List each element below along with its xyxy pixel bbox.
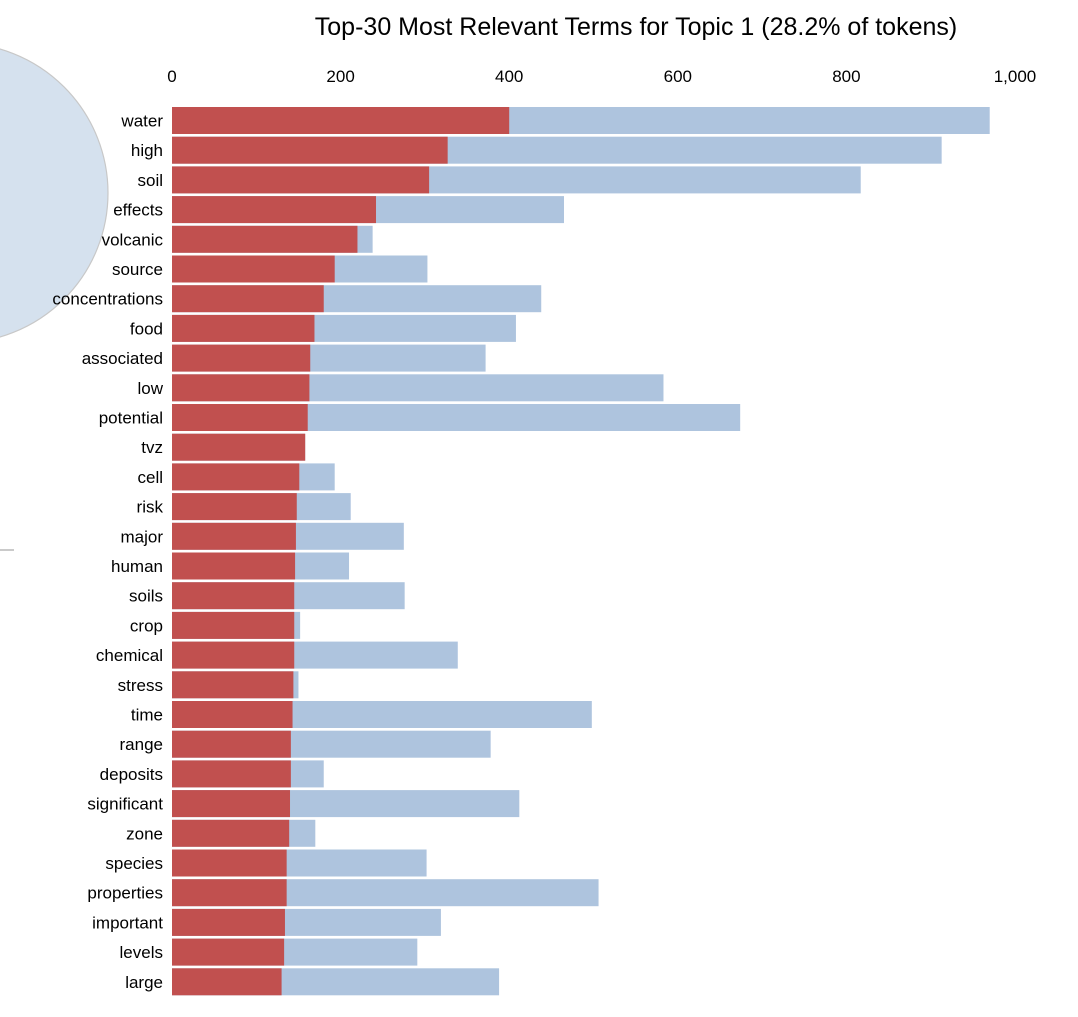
term-label[interactable]: source: [112, 260, 163, 279]
topic-term-bars: [172, 107, 510, 996]
x-tick-label: 0: [167, 67, 176, 86]
topic-bar[interactable]: [172, 701, 293, 728]
topic-bar[interactable]: [172, 879, 287, 907]
topic-bar[interactable]: [172, 760, 291, 788]
topic-bar[interactable]: [172, 433, 306, 461]
x-tick-label: 400: [495, 67, 523, 86]
topic-bar[interactable]: [172, 225, 358, 253]
topic-bar[interactable]: [172, 136, 448, 164]
topic-bar[interactable]: [172, 374, 310, 402]
term-label[interactable]: stress: [118, 676, 163, 695]
term-label[interactable]: water: [120, 112, 163, 131]
topic-bar[interactable]: [172, 849, 287, 877]
topic-bar[interactable]: [172, 493, 297, 521]
term-label[interactable]: cell: [137, 468, 163, 487]
term-label[interactable]: high: [131, 141, 163, 160]
x-axis-ticks: 0 200 400 600 800 1,000: [167, 67, 1036, 86]
topic-bar[interactable]: [172, 344, 311, 372]
term-label[interactable]: concentrations: [52, 290, 163, 309]
topic-bar[interactable]: [172, 196, 377, 224]
term-label[interactable]: zone: [126, 824, 163, 843]
topic-bar[interactable]: [172, 285, 324, 313]
topic-bar[interactable]: [172, 255, 335, 283]
term-label[interactable]: effects: [113, 201, 163, 220]
term-label[interactable]: properties: [87, 884, 163, 903]
topic-circle[interactable]: [0, 43, 109, 343]
term-label[interactable]: significant: [87, 795, 163, 814]
term-label[interactable]: potential: [99, 409, 163, 428]
term-label[interactable]: important: [92, 913, 163, 932]
term-label[interactable]: soil: [137, 171, 163, 190]
x-tick-label: 200: [326, 67, 354, 86]
term-label[interactable]: risk: [137, 498, 164, 517]
term-label[interactable]: crop: [130, 616, 163, 635]
term-label[interactable]: tvz: [141, 438, 163, 457]
topic-bar[interactable]: [172, 671, 294, 699]
term-label[interactable]: species: [105, 854, 163, 873]
term-label[interactable]: human: [111, 557, 163, 576]
term-label[interactable]: chemical: [96, 646, 163, 665]
topic-bar[interactable]: [172, 166, 430, 194]
term-label[interactable]: low: [137, 379, 163, 398]
topic-bar[interactable]: [172, 314, 315, 342]
chart-title: Top-30 Most Relevant Terms for Topic 1 (…: [315, 13, 957, 41]
x-tick-label: 1,000: [994, 67, 1037, 86]
term-label[interactable]: associated: [82, 349, 163, 368]
topic-bar[interactable]: [172, 968, 282, 996]
topic-bar[interactable]: [172, 819, 290, 847]
term-label[interactable]: large: [125, 973, 163, 992]
topic-bar[interactable]: [172, 908, 285, 936]
topic-bar[interactable]: [172, 404, 308, 431]
topic-bar[interactable]: [172, 938, 285, 966]
term-label[interactable]: soils: [129, 587, 163, 606]
topic-bar[interactable]: [172, 790, 291, 818]
term-label[interactable]: major: [120, 527, 163, 546]
topic-bar[interactable]: [172, 582, 295, 610]
term-label[interactable]: deposits: [100, 765, 163, 784]
x-tick-label: 600: [664, 67, 692, 86]
term-label[interactable]: food: [130, 319, 163, 338]
topic-bar[interactable]: [172, 107, 510, 134]
topic-bar[interactable]: [172, 522, 296, 550]
topic-bar[interactable]: [172, 611, 295, 639]
topic-bar[interactable]: [172, 730, 291, 758]
term-label[interactable]: range: [120, 735, 163, 754]
topic-bar[interactable]: [172, 552, 296, 580]
x-tick-label: 800: [832, 67, 860, 86]
term-label[interactable]: volcanic: [102, 230, 164, 249]
topic-bar[interactable]: [172, 463, 300, 491]
term-label[interactable]: time: [131, 706, 163, 725]
term-label[interactable]: levels: [120, 943, 163, 962]
term-labels: water high soil effects volcanic source concen…: [52, 112, 163, 992]
topic-bar[interactable]: [172, 641, 295, 669]
